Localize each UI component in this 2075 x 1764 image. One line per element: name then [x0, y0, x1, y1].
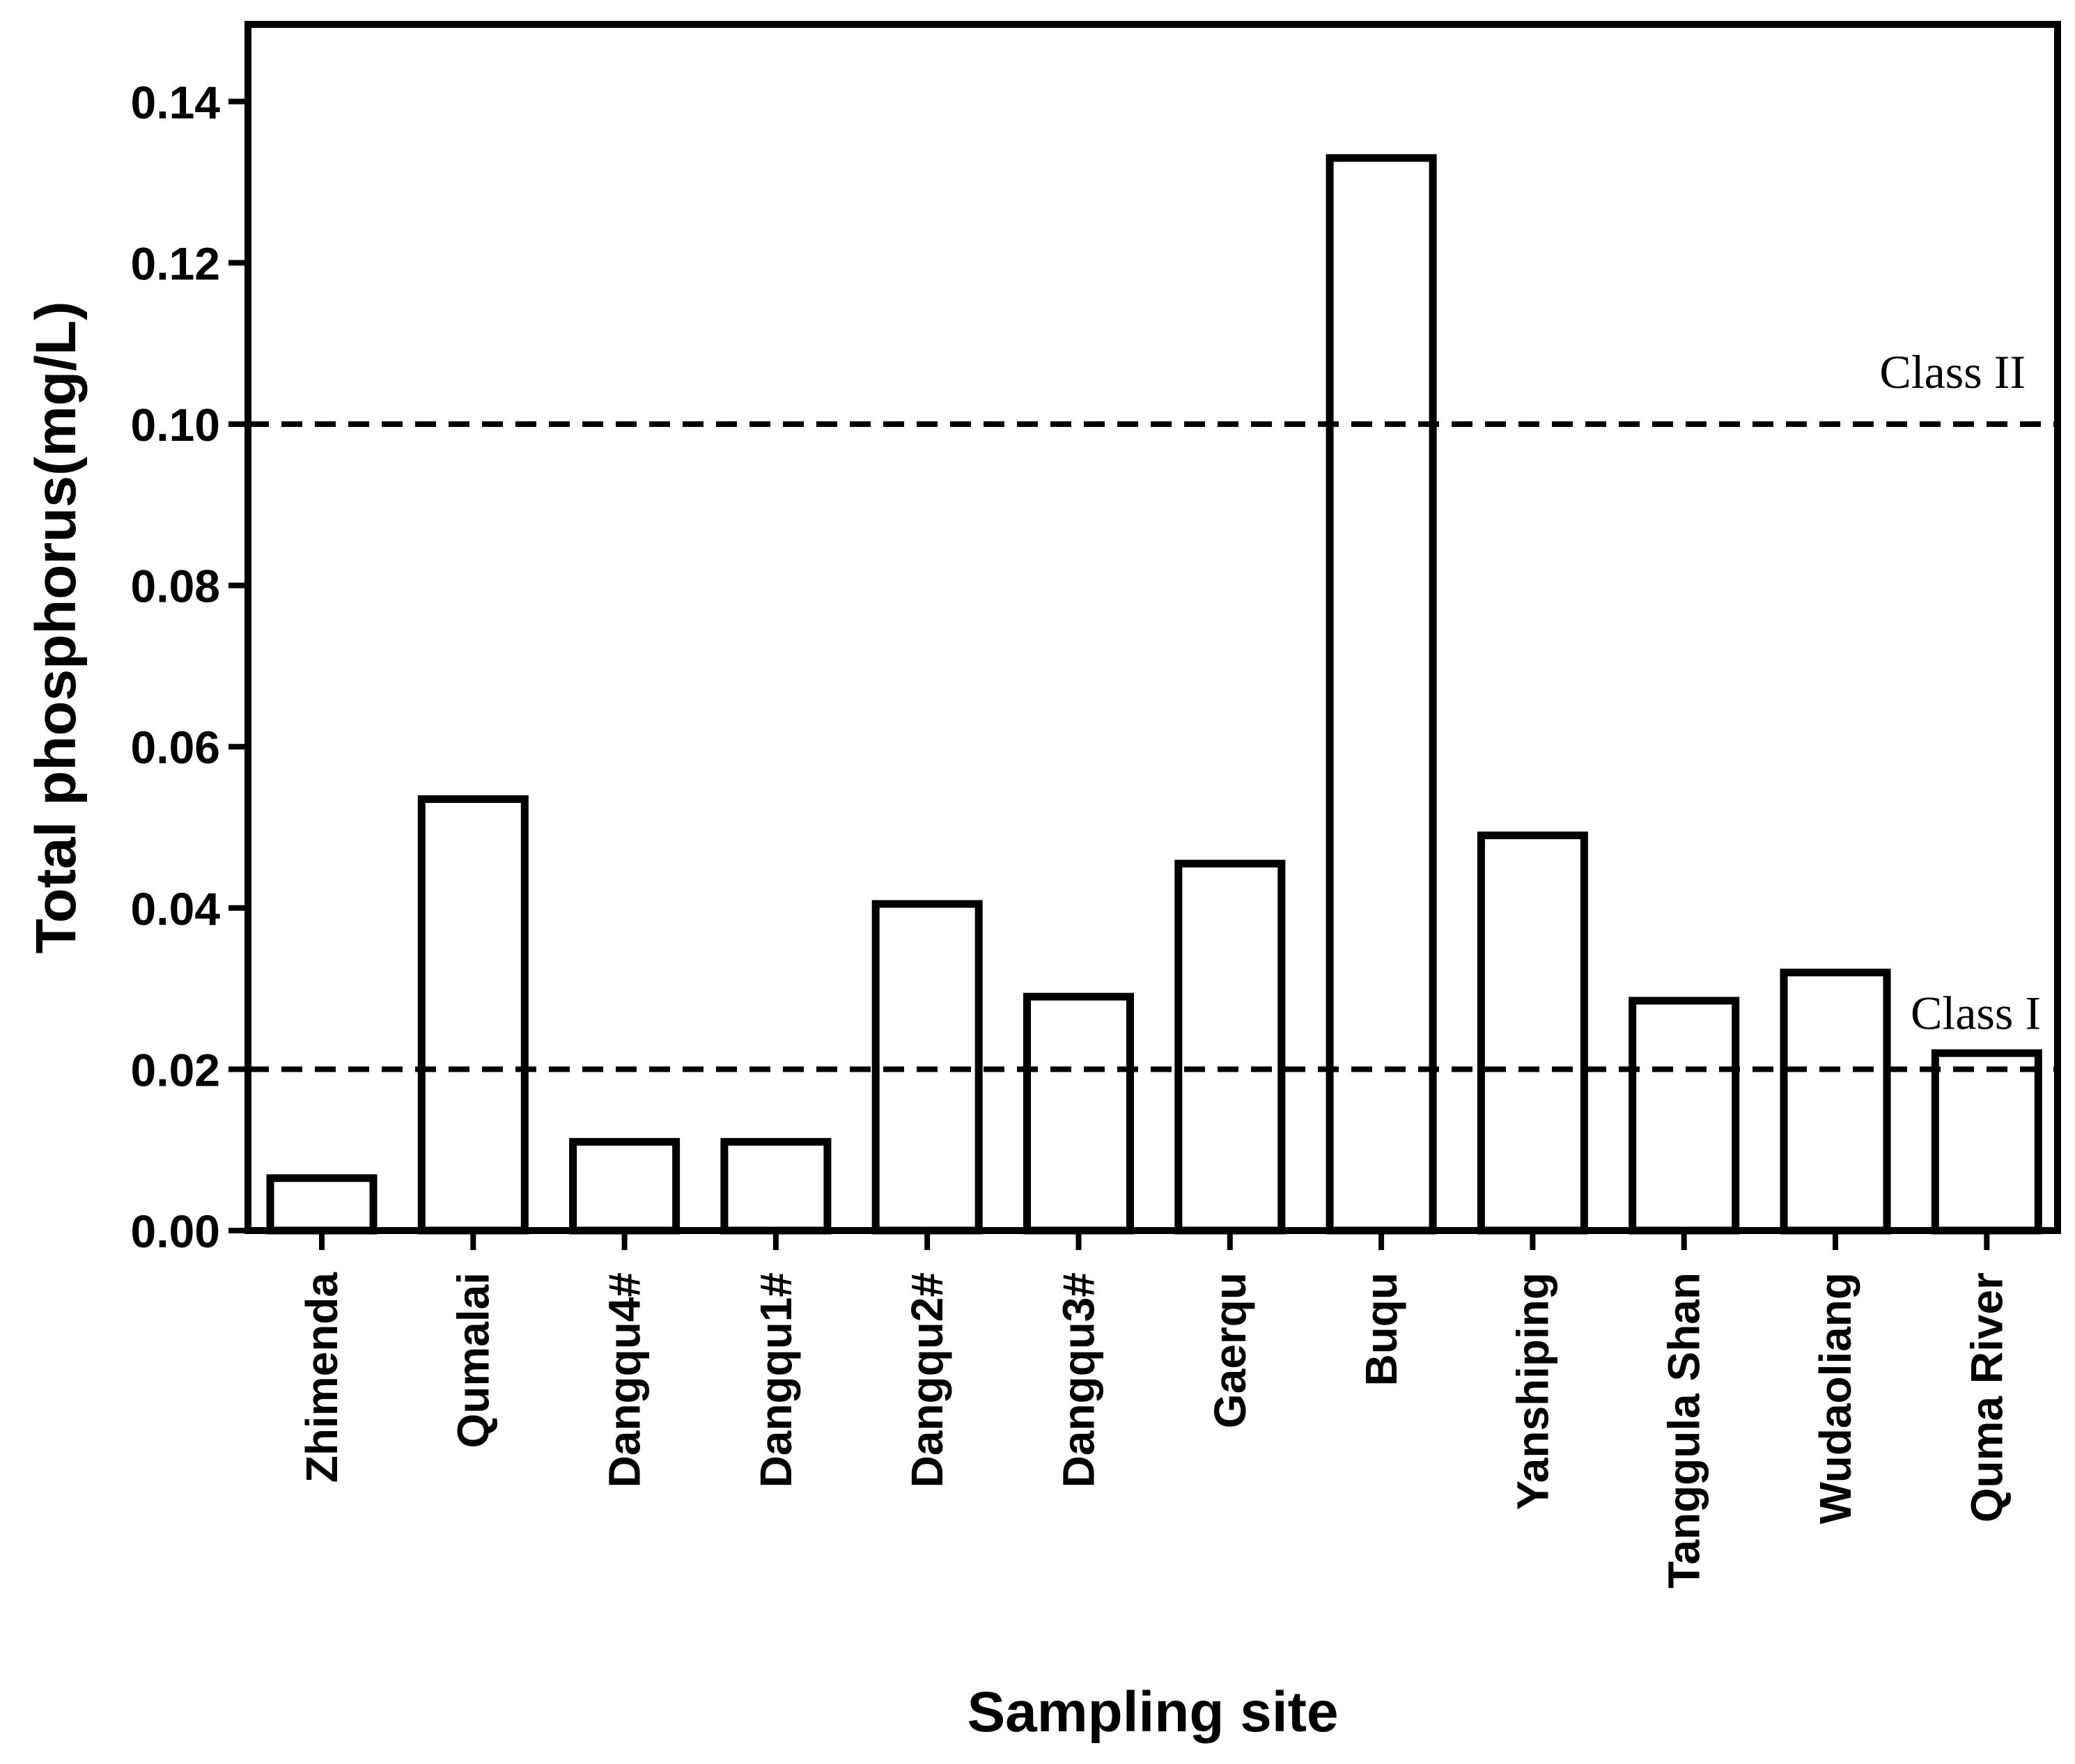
y-tick-label-0: 0.00: [131, 1205, 220, 1257]
plot-frame: [244, 21, 2061, 1234]
reference-label-class-i: Class I: [1911, 986, 2041, 1039]
x-tick-label-dangqu2: Dangqu2#: [902, 1272, 952, 1488]
y-tick-label-5: 0.10: [131, 399, 220, 451]
y-axis: 0.00 0.02 0.04 0.06 0.08 0.10 0.12 0.14: [131, 77, 248, 1257]
bar-tanggula-shan: [1629, 997, 1740, 1235]
x-tick-label-dangqu3: Dangqu3#: [1054, 1272, 1104, 1488]
y-tick-label-3: 0.06: [131, 721, 220, 773]
x-tick-label-dangqu1: Dangqu1#: [751, 1272, 801, 1488]
x-tick-label-quma-river: Quma River: [1961, 1272, 2012, 1522]
reference-lines-layer: Class I Class II: [248, 345, 2058, 1072]
x-tick-label-zhimenda: Zhimenda: [297, 1272, 347, 1483]
x-tick-label-tanggula-shan: Tanggula Shan: [1659, 1272, 1709, 1589]
bar-buqu: [1326, 154, 1437, 1235]
x-axis-title: Sampling site: [967, 1680, 1338, 1744]
y-tick-label-1: 0.02: [131, 1044, 220, 1095]
y-tick-label-2: 0.04: [131, 883, 221, 935]
bar-dangqu4: [569, 1138, 681, 1235]
x-tick-label-buqu: Buqu: [1356, 1272, 1406, 1387]
y-tick-label-6: 0.12: [131, 237, 220, 289]
bar-wudaoliang: [1780, 968, 1891, 1235]
bar-qumalai: [417, 795, 529, 1235]
bar-zhimenda: [266, 1174, 378, 1235]
y-axis-title: Total phosphorus(mg/L): [24, 302, 88, 954]
x-axis: Zhimenda Qumalai Dangqu4# Dangqu1# Dangqu2# D…: [297, 1231, 2012, 1589]
y-tick-label-7: 0.14: [131, 77, 221, 128]
bar-dangqu3: [1023, 992, 1134, 1235]
bar-yanshiping: [1477, 832, 1588, 1235]
x-tick-label-yanshiping: Yanshiping: [1507, 1272, 1557, 1510]
x-tick-label-dangqu4: Dangqu4#: [600, 1272, 650, 1488]
x-tick-label-qumalai: Qumalai: [448, 1272, 498, 1449]
y-tick-label-4: 0.08: [131, 561, 220, 612]
x-tick-label-gaerqu: Gaerqu: [1205, 1272, 1255, 1428]
reference-label-class-ii: Class II: [1879, 345, 2026, 398]
x-tick-label-wudaoliang: Wudaoliang: [1810, 1272, 1860, 1524]
bar-quma-river: [1931, 1049, 2042, 1235]
bar-gaerqu: [1174, 859, 1286, 1235]
bar-dangqu1: [720, 1138, 832, 1235]
